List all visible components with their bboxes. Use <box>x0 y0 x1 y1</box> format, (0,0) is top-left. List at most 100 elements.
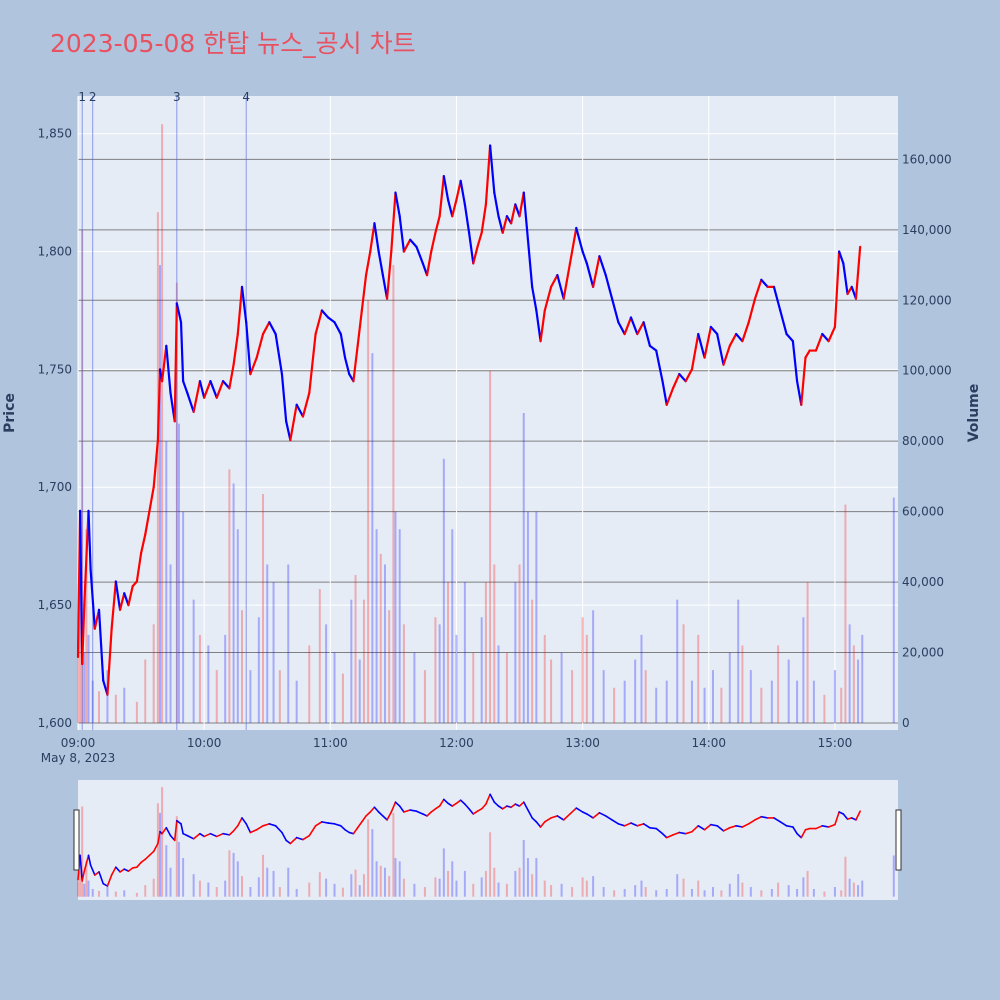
y2-tick-label: 140,000 <box>902 223 952 237</box>
y2-tick-label: 60,000 <box>902 505 944 519</box>
mini-volume-bar <box>489 832 492 897</box>
price-segment <box>623 316 633 336</box>
price-segment <box>703 325 712 359</box>
mini-price-segment <box>274 824 283 834</box>
y2-tick-label: 80,000 <box>902 434 944 448</box>
price-segment <box>484 144 492 206</box>
mini-volume-bar <box>106 887 109 897</box>
price-segment <box>209 380 218 399</box>
mini-volume-bar <box>152 878 155 897</box>
y-tick-label: 1,600 <box>38 716 72 730</box>
mini-volume-bar <box>367 819 370 897</box>
mini-volume-bar <box>325 878 328 897</box>
mini-price-segment <box>531 817 538 823</box>
price-segment <box>543 285 553 312</box>
price-segment <box>301 391 311 418</box>
volume-bar <box>770 680 773 723</box>
price-segment <box>236 285 244 336</box>
mini-price-segment <box>443 798 449 805</box>
price-segment <box>87 509 92 571</box>
volume-bar <box>655 687 658 723</box>
volume-bar <box>423 670 426 723</box>
mini-price-segment <box>333 823 342 827</box>
price-segment <box>526 238 534 289</box>
price-segment <box>800 356 807 406</box>
mini-volume-bar <box>144 885 147 897</box>
price-segment <box>539 309 546 343</box>
mini-volume-bar <box>844 856 847 897</box>
mini-price-segment <box>604 815 613 821</box>
price-segment <box>89 568 96 630</box>
range-slider-right-handle[interactable] <box>895 809 902 871</box>
volume-bar <box>241 610 243 723</box>
mini-price-segment <box>215 832 224 838</box>
price-segment <box>648 344 658 352</box>
mini-price-segment <box>617 823 626 827</box>
volume-bar <box>98 691 101 723</box>
mini-price-segment <box>255 824 264 831</box>
price-segment <box>791 340 799 383</box>
volume-bar <box>358 659 361 723</box>
price-segment <box>665 387 675 406</box>
news-marker-label: 2 <box>89 90 97 104</box>
price-segment <box>240 285 248 324</box>
news-marker-label: 4 <box>242 90 250 104</box>
mini-price-segment <box>703 823 712 831</box>
price-segment <box>314 309 323 336</box>
price-segment <box>280 373 288 423</box>
price-segment <box>434 215 441 234</box>
mini-volume-bar <box>655 890 658 897</box>
mini-price-segment <box>222 832 231 836</box>
mini-volume-bar <box>83 883 86 897</box>
x-tick-label: 12:00 <box>439 736 474 750</box>
mini-price-segment <box>302 834 311 841</box>
volume-bar <box>278 670 281 723</box>
volume-bar <box>493 564 496 723</box>
mini-price-segment <box>119 868 126 873</box>
mini-volume-bar <box>711 887 714 897</box>
price-segment <box>285 420 292 442</box>
mini-price-segment <box>489 793 496 803</box>
y2-tick-label: 20,000 <box>902 646 944 660</box>
price-segment <box>390 191 397 253</box>
mini-price-segment <box>148 850 155 857</box>
volume-bar <box>398 529 401 723</box>
mini-price-segment <box>430 808 437 813</box>
mini-price-segment <box>716 824 725 832</box>
volume-bar <box>455 634 458 723</box>
mini-volume-bar <box>634 885 637 897</box>
price-segment <box>192 380 202 413</box>
mini-volume-bar <box>455 880 458 897</box>
y-tick-label: 1,700 <box>38 480 72 494</box>
price-segment <box>308 332 317 395</box>
price-segment <box>581 250 588 265</box>
volume-bar <box>371 353 374 723</box>
price-segment <box>459 179 466 206</box>
mini-price-segment <box>157 830 161 845</box>
mini-volume-bar <box>777 882 780 897</box>
volume-bar <box>207 645 210 723</box>
mini-price-segment <box>447 802 454 807</box>
mini-price-segment <box>510 803 517 809</box>
mini-price-segment <box>87 854 92 867</box>
mini-volume-bar <box>857 885 860 897</box>
mini-volume-bar <box>207 882 210 897</box>
price-segment <box>772 285 782 312</box>
mini-volume-bar <box>413 883 416 897</box>
mini-price-segment <box>522 801 529 811</box>
x-tick-label: 14:00 <box>691 736 726 750</box>
range-slider-left-handle[interactable] <box>73 809 80 871</box>
volume-bar <box>123 687 126 723</box>
price-segment <box>463 203 471 234</box>
price-segment <box>684 368 694 383</box>
price-segment <box>446 198 454 218</box>
volume-bar <box>388 610 391 723</box>
mini-volume-bar <box>438 878 441 897</box>
mini-price-segment <box>369 806 376 813</box>
mini-volume-bar <box>388 876 391 897</box>
price-segment <box>139 533 147 555</box>
volume-bar <box>215 670 218 723</box>
price-segment <box>127 585 134 607</box>
price-segment <box>501 215 509 234</box>
mini-price-segment <box>485 793 491 805</box>
